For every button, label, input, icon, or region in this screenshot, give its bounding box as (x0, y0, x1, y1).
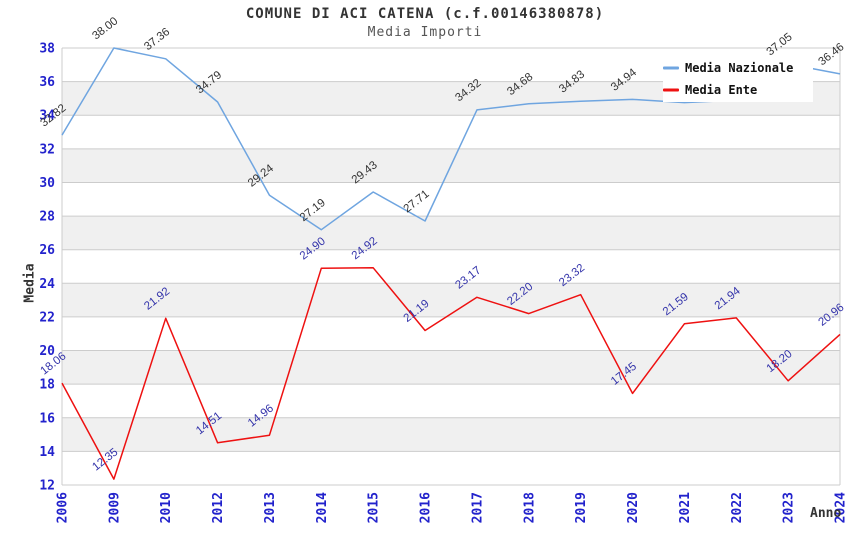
x-tick-label: 2016 (419, 492, 434, 523)
grid-band (62, 283, 840, 317)
y-tick-label: 12 (39, 479, 55, 494)
x-tick-labels: 2006 2009 2010 2012 2013 2014 2015 2016 2017 2018… (56, 492, 849, 523)
legend-swatch-rect (663, 88, 679, 92)
y-tick-label: 18 (39, 378, 55, 393)
plot-bands (62, 81, 840, 452)
chart-title: COMUNE DI ACI CATENA (c.f.00146380878) (245, 6, 605, 22)
x-axis-title: Anno (810, 506, 842, 521)
x-tick-label: 2017 (470, 492, 485, 523)
x-tick-label: 2020 (626, 492, 641, 523)
x-tick-label: 2014 (315, 492, 330, 523)
x-tick-label: 2022 (730, 492, 745, 523)
x-tick-label: 2006 (56, 492, 71, 523)
y-tick-label: 34 (39, 109, 55, 124)
y-tick-label: 24 (39, 277, 55, 292)
y-tick-label: 22 (39, 310, 55, 325)
grid-band (62, 417, 840, 452)
y-tick-label: 16 (39, 411, 55, 426)
x-tick-label: 2012 (211, 492, 226, 523)
plot-gridlines (61, 47, 841, 486)
x-tick-label: 2019 (574, 492, 589, 523)
y-tick-label: 20 (39, 344, 55, 359)
x-tick-label: 2010 (159, 492, 174, 523)
series-line-media-ente (61, 267, 841, 480)
legend: Media Nazionale Media Ente (663, 56, 813, 102)
legend-line-swatch-red (663, 88, 679, 92)
y-tick-label: 28 (39, 210, 55, 225)
y-tick-label: 26 (39, 243, 55, 258)
x-tick-label: 2018 (522, 492, 537, 523)
y-tick-label: 30 (39, 176, 55, 191)
y-tick-label: 36 (39, 75, 55, 90)
x-tick-label: 2021 (678, 492, 693, 523)
legend-swatch-rect (663, 66, 679, 70)
legend-label-media-nazionale: Media Nazionale (685, 61, 794, 75)
y-tick-label: 38 (39, 42, 55, 57)
chart-subtitle: Media Importi (367, 25, 483, 40)
x-tick-label: 2015 (367, 492, 382, 523)
x-tick-label: 2024 (834, 492, 849, 523)
x-tick-label: 2023 (782, 492, 797, 523)
grid-band (62, 216, 840, 250)
x-tick-label: 2009 (107, 492, 122, 523)
legend-line-swatch-blue (663, 66, 679, 70)
y-axis-title: Media (22, 263, 38, 303)
legend-item-media-ente: Media Ente (663, 81, 813, 100)
x-tick-label: 2013 (263, 492, 278, 523)
y-tick-label: 14 (39, 445, 55, 460)
legend-label-media-ente: Media Ente (685, 83, 758, 97)
legend-item-media-nazionale: Media Nazionale (663, 59, 813, 78)
y-tick-labels: 12 14 16 18 20 22 24 26 28 30 32 34 36 38 (39, 42, 55, 494)
grid-band (62, 350, 840, 385)
y-tick-label: 32 (39, 142, 55, 157)
